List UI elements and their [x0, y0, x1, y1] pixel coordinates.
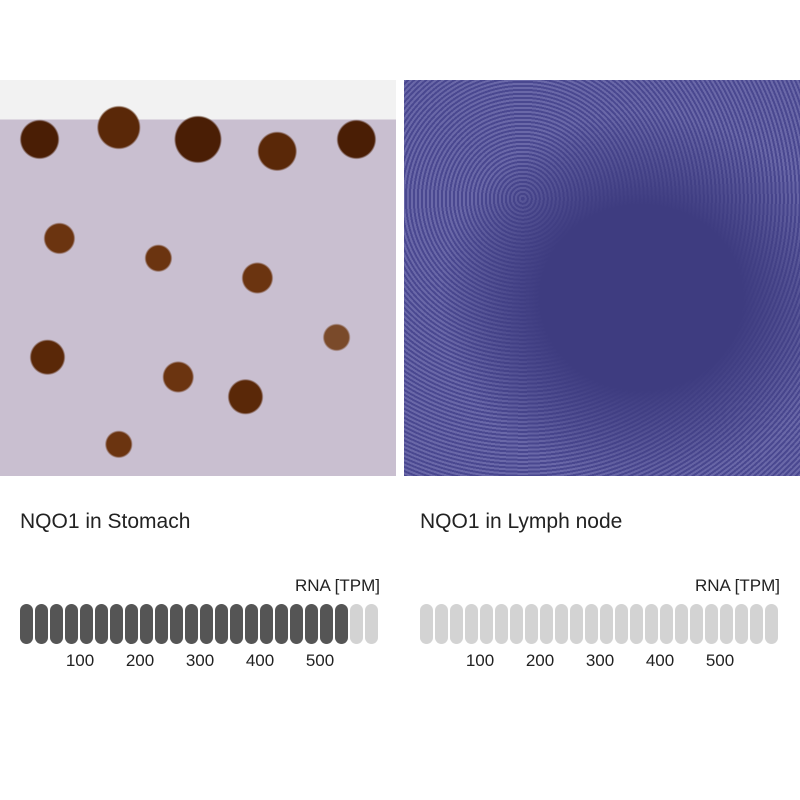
rna-bar-segment — [555, 604, 568, 644]
tick-label: 200 — [125, 651, 155, 670]
rna-bar-segment — [365, 604, 378, 644]
rna-bar-segment — [435, 604, 448, 644]
rna-bar-segment — [750, 604, 763, 644]
rna-bar-segment — [585, 604, 598, 644]
rna-bar-segment — [230, 604, 243, 644]
rna-bar-segment — [705, 604, 718, 644]
rna-unit-label: RNA [TPM] — [294, 576, 380, 595]
tick-label: 300 — [585, 651, 615, 670]
rna-bar-segment — [450, 604, 463, 644]
rna-bar-segment — [570, 604, 583, 644]
rna-bar-segment — [65, 604, 78, 644]
rna-bar-segment — [125, 604, 138, 644]
rna-bar-segment — [245, 604, 258, 644]
rna-bar-segment — [465, 604, 478, 644]
rna-bar-segment — [200, 604, 213, 644]
tick-label: 200 — [525, 651, 555, 670]
rna-bar-segment — [615, 604, 628, 644]
rna-bar-segment — [735, 604, 748, 644]
rna-bar-segment — [185, 604, 198, 644]
rna-bar-segment — [155, 604, 168, 644]
tick-label: 400 — [645, 651, 675, 670]
rna-bar-segment — [95, 604, 108, 644]
tick-label: 100 — [465, 651, 495, 670]
rna-bar-segment — [540, 604, 553, 644]
rna-bar-segment — [630, 604, 643, 644]
rna-bar-segment — [20, 604, 33, 644]
rna-bar-segment — [660, 604, 673, 644]
rna-bar-segment — [50, 604, 63, 644]
tick-label: 500 — [705, 651, 735, 670]
rna-bar-segment — [495, 604, 508, 644]
tick-label: 500 — [305, 651, 335, 670]
rna-bar-segment — [675, 604, 688, 644]
lymph-node-tissue-image — [404, 80, 800, 476]
panel-title-lymph-node: NQO1 in Lymph node — [420, 510, 623, 533]
rna-bar-segment — [290, 604, 303, 644]
rna-bar-segment — [335, 604, 348, 644]
rna-bar-segment — [510, 604, 523, 644]
stomach-tissue-image — [0, 80, 396, 476]
rna-bar-segment — [320, 604, 333, 644]
rna-bar-segment — [305, 604, 318, 644]
rna-bar-segment — [260, 604, 273, 644]
rna-bar-segment — [275, 604, 288, 644]
rna-bar-segment — [420, 604, 433, 644]
tick-label: 400 — [245, 651, 275, 670]
rna-unit-label: RNA [TPM] — [694, 576, 780, 595]
rna-bar-segment — [215, 604, 228, 644]
rna-bar-segment — [645, 604, 658, 644]
rna-bar-segment — [80, 604, 93, 644]
rna-bar-segment — [480, 604, 493, 644]
panel-title-stomach: NQO1 in Stomach — [20, 510, 191, 533]
rna-bar-segment — [110, 604, 123, 644]
rna-bar-segment — [525, 604, 538, 644]
rna-bar-segment — [720, 604, 733, 644]
tick-label: 100 — [65, 651, 95, 670]
rna-bar-segment — [350, 604, 363, 644]
tick-label: 300 — [185, 651, 215, 670]
rna-bar-segment — [35, 604, 48, 644]
rna-bar-segment — [600, 604, 613, 644]
rna-bar-segment — [690, 604, 703, 644]
rna-bar-segment — [170, 604, 183, 644]
rna-bar-segment — [765, 604, 778, 644]
rna-bar-segment — [140, 604, 153, 644]
